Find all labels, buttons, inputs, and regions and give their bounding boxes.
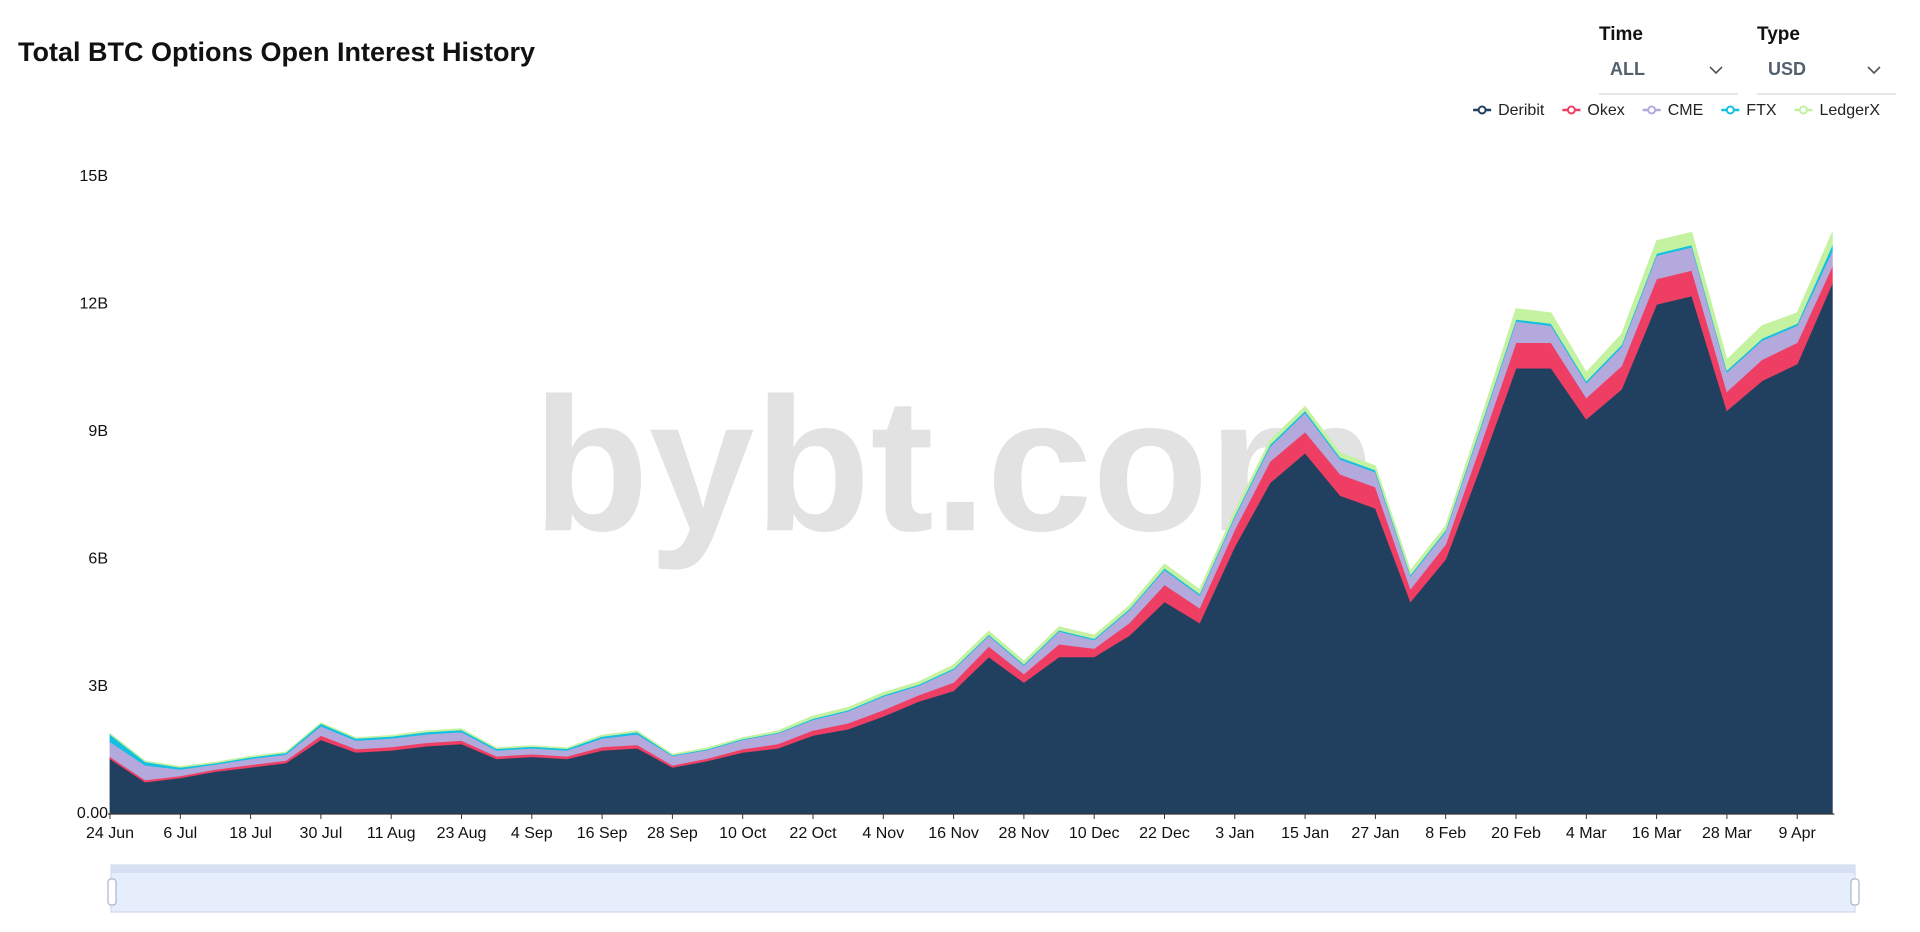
x-tick-label: 16 Sep xyxy=(577,825,628,842)
legend-label: LedgerX xyxy=(1820,102,1881,119)
y-tick-label: 0.00 xyxy=(77,805,108,822)
x-tick-label: 28 Mar xyxy=(1702,825,1752,842)
legend-label: Deribit xyxy=(1498,102,1545,119)
area xyxy=(109,231,1833,768)
type-control[interactable]: Type USD xyxy=(1757,24,1896,95)
legend-marker xyxy=(1477,105,1487,115)
x-tick-label: 27 Jan xyxy=(1351,825,1399,842)
y-tick-label: 12B xyxy=(80,296,108,313)
x-tick-label: 18 Jul xyxy=(229,825,272,842)
legend-label: FTX xyxy=(1746,102,1777,119)
legend-marker xyxy=(1799,105,1808,115)
time-control[interactable]: Time ALL xyxy=(1599,24,1738,95)
legend-item[interactable]: Deribit xyxy=(1473,102,1545,119)
x-tick-label: 4 Mar xyxy=(1566,825,1608,842)
legend-label: CME xyxy=(1668,102,1704,119)
zoom-bar xyxy=(111,865,1855,873)
chevron xyxy=(1867,66,1881,75)
chevron xyxy=(1709,66,1723,75)
x-tick-label: 24 Jun xyxy=(86,825,134,842)
x-tick-label: 4 Nov xyxy=(862,825,904,842)
legend-item[interactable]: FTX xyxy=(1721,102,1777,119)
legend-marker xyxy=(1566,105,1576,115)
x-tick-label: 4 Sep xyxy=(511,825,553,842)
x-tick-label: 15 Jan xyxy=(1281,825,1329,842)
x-tick-label: 16 Nov xyxy=(928,825,979,842)
x-tick-label: 8 Feb xyxy=(1425,825,1466,842)
legend-marker xyxy=(1725,105,1735,115)
legend-marker xyxy=(1647,105,1657,115)
zoom-handle[interactable] xyxy=(1850,878,1860,906)
legend-item[interactable]: LedgerX xyxy=(1794,102,1881,119)
x-tick-label: 23 Aug xyxy=(437,825,487,842)
zoom-handle[interactable] xyxy=(107,878,117,906)
x-tick-label: 28 Nov xyxy=(999,825,1050,842)
y-tick-label: 3B xyxy=(88,678,108,695)
x-tick-label: 3 Jan xyxy=(1215,825,1254,842)
x-tick-label: 11 Aug xyxy=(367,825,416,842)
legend-label: Okex xyxy=(1587,102,1624,119)
control-label: Type xyxy=(1757,24,1800,45)
chart-title: Total BTC Options Open Interest History xyxy=(18,37,535,67)
x-tick-label: 9 Apr xyxy=(1779,825,1817,842)
y-tick-label: 15B xyxy=(80,168,108,185)
control-value[interactable]: USD xyxy=(1768,59,1806,79)
x-tick-label: 30 Jul xyxy=(300,825,343,842)
x-tick-label: 22 Dec xyxy=(1139,825,1190,842)
legend-item[interactable]: Okex xyxy=(1562,102,1625,119)
x-tick-label: 16 Mar xyxy=(1632,825,1682,842)
x-tick-label: 20 Feb xyxy=(1491,825,1541,842)
x-tick-label: 28 Sep xyxy=(647,825,698,842)
control-value[interactable]: ALL xyxy=(1610,59,1645,79)
legend: Deribit Okex CME FTX LedgerX xyxy=(1473,102,1880,119)
data-zoom[interactable] xyxy=(107,864,1860,913)
control-label: Time xyxy=(1599,24,1643,45)
y-tick-label: 9B xyxy=(88,423,108,440)
x-tick-label: 10 Dec xyxy=(1069,825,1120,842)
y-tick-label: 6B xyxy=(88,550,108,567)
x-tick-label: 10 Oct xyxy=(719,825,767,842)
x-tick-label: 6 Jul xyxy=(163,825,197,842)
x-tick-label: 22 Oct xyxy=(789,825,837,842)
legend-item[interactable]: CME xyxy=(1642,102,1704,119)
